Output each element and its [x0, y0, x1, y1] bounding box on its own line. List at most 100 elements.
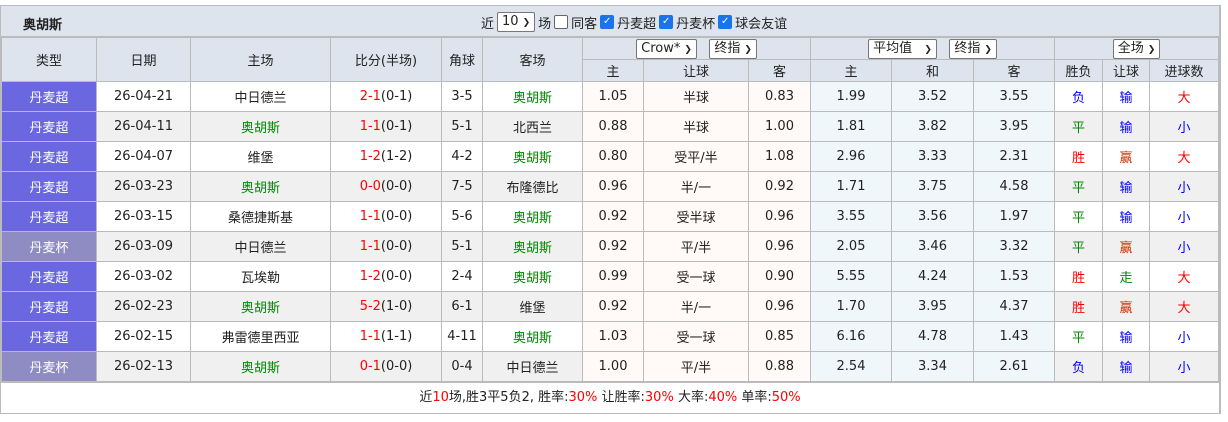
corners: 5-1: [441, 111, 483, 142]
match-type[interactable]: 丹麦杯: [1, 351, 97, 382]
home-team[interactable]: 中日德兰: [190, 81, 331, 112]
result-wl: 平: [1054, 321, 1104, 352]
score-cell[interactable]: 1-1(0-1): [330, 111, 442, 142]
half-score: (0-0): [380, 179, 413, 194]
away-team[interactable]: 布隆德比: [482, 171, 583, 202]
match-type[interactable]: 丹麦超: [1, 81, 97, 112]
recent-label: 近: [481, 16, 495, 32]
summary-count: 10: [432, 390, 449, 405]
odds-kind-select-2[interactable]: 终指 ❯: [949, 38, 997, 59]
score-cell[interactable]: 2-1(0-1): [330, 81, 442, 112]
match-type[interactable]: 丹麦超: [1, 141, 97, 172]
recent-count-select[interactable]: 10 ❯: [497, 12, 536, 32]
corners: 3-5: [441, 81, 483, 112]
match-type[interactable]: 丹麦杯: [1, 231, 97, 262]
league-checkbox-0[interactable]: ✓: [600, 15, 615, 29]
match-row: 丹麦超 26-02-15 弗雷德里西亚 1-1(1-1) 4-11 奥胡斯 1.03 受一球 0…: [1, 321, 1219, 352]
ah-win-rate: 30%: [644, 390, 674, 405]
ah-line: 平/半: [643, 231, 749, 262]
ah-away-odds: 0.88: [747, 351, 812, 382]
away-team[interactable]: 奥胡斯: [482, 321, 583, 352]
league-checkbox-1[interactable]: ✓: [659, 15, 674, 29]
away-team[interactable]: 中日德兰: [482, 351, 583, 382]
result-ah: 输: [1102, 111, 1151, 142]
away-team[interactable]: 奥胡斯: [482, 141, 583, 172]
home-team[interactable]: 奥胡斯: [190, 351, 331, 382]
col-eu-draw: 和: [891, 59, 975, 82]
match-type[interactable]: 丹麦超: [1, 111, 97, 142]
eu-draw-odds: 3.82: [891, 111, 975, 142]
match-date: 26-02-13: [96, 351, 191, 382]
company-select[interactable]: Crow* ❯: [636, 38, 697, 59]
eu-home-odds: 5.55: [810, 261, 893, 292]
half-score: (1-2): [380, 149, 413, 164]
ah-line: 半球: [643, 111, 749, 142]
match-date: 26-04-21: [96, 81, 191, 112]
match-type[interactable]: 丹麦超: [1, 201, 97, 232]
corners: 5-1: [441, 231, 483, 262]
same-home-checkbox[interactable]: [554, 15, 569, 29]
match-type[interactable]: 丹麦超: [1, 261, 97, 292]
avg-select[interactable]: 平均值 ❯: [868, 38, 937, 59]
match-date: 26-02-23: [96, 291, 191, 322]
chevron-down-icon: ❯: [522, 18, 531, 28]
match-type[interactable]: 丹麦超: [1, 171, 97, 202]
away-team[interactable]: 奥胡斯: [482, 261, 583, 292]
ah-away-odds: 0.96: [747, 231, 812, 262]
match-type[interactable]: 丹麦超: [1, 321, 97, 352]
chevron-down-icon: ❯: [984, 44, 992, 55]
score-cell[interactable]: 0-1(0-0): [330, 351, 442, 382]
score-cell[interactable]: 5-2(1-0): [330, 291, 442, 322]
result-ah: 赢: [1102, 231, 1151, 262]
ah-line: 半球: [643, 81, 749, 112]
score-cell[interactable]: 0-0(0-0): [330, 171, 442, 202]
recent-matches-panel: 奥胡斯 近 10 ❯ 场 同客 ✓ 丹麦超 ✓ 丹麦杯 ✓ 球会友谊 类型 日期 主场 …: [0, 5, 1221, 414]
score-cell[interactable]: 1-1(1-1): [330, 321, 442, 352]
result-goals: 小: [1149, 111, 1219, 142]
score-cell[interactable]: 1-1(0-0): [330, 201, 442, 232]
score-cell[interactable]: 1-1(0-0): [330, 231, 442, 262]
ah-home-odds: 1.03: [582, 321, 644, 352]
away-team[interactable]: 奥胡斯: [482, 231, 583, 262]
match-type[interactable]: 丹麦超: [1, 291, 97, 322]
full-score: 1-1: [359, 119, 381, 134]
match-row: 丹麦超 26-03-15 桑德捷斯基 1-1(0-0) 5-6 奥胡斯 0.92 受半球 0.9…: [1, 201, 1219, 232]
away-team[interactable]: 奥胡斯: [482, 201, 583, 232]
match-row: 丹麦杯 26-03-09 中日德兰 1-1(0-0) 5-1 奥胡斯 0.92 平/半 0.96…: [1, 231, 1219, 262]
home-team[interactable]: 瓦埃勒: [190, 261, 331, 292]
result-wl: 平: [1054, 231, 1104, 262]
away-team[interactable]: 维堡: [482, 291, 583, 322]
avg-value: 平均值: [873, 40, 913, 56]
result-goals: 小: [1149, 171, 1219, 202]
corners: 6-1: [441, 291, 483, 322]
match-date: 26-02-15: [96, 321, 191, 352]
home-team[interactable]: 中日德兰: [190, 231, 331, 262]
ah-away-odds: 1.08: [747, 141, 812, 172]
half-score: (0-1): [380, 119, 413, 134]
home-team[interactable]: 奥胡斯: [190, 171, 331, 202]
match-date: 26-03-09: [96, 231, 191, 262]
league-checkbox-2[interactable]: ✓: [718, 15, 733, 29]
eu-home-odds: 1.70: [810, 291, 893, 322]
ah-home-odds: 1.00: [582, 351, 644, 382]
home-team[interactable]: 桑德捷斯基: [190, 201, 331, 232]
home-team[interactable]: 弗雷德里西亚: [190, 321, 331, 352]
ah-line: 受半球: [643, 201, 749, 232]
half-score: (0-0): [380, 239, 413, 254]
period-select[interactable]: 全场 ❯: [1112, 38, 1161, 59]
eu-away-odds: 4.58: [973, 171, 1056, 202]
col-score: 比分(半场): [330, 37, 442, 82]
home-team[interactable]: 维堡: [190, 141, 331, 172]
score-cell[interactable]: 1-2(0-0): [330, 261, 442, 292]
odds-kind-select-1[interactable]: 终指 ❯: [709, 38, 757, 59]
away-team[interactable]: 北西兰: [482, 111, 583, 142]
away-team[interactable]: 奥胡斯: [482, 81, 583, 112]
ah-home-odds: 0.88: [582, 111, 644, 142]
home-team[interactable]: 奥胡斯: [190, 111, 331, 142]
ah-selectors: Crow* ❯ 终指 ❯: [581, 37, 812, 60]
home-team[interactable]: 奥胡斯: [190, 291, 331, 322]
score-cell[interactable]: 1-2(1-2): [330, 141, 442, 172]
eu-draw-odds: 4.78: [891, 321, 975, 352]
corners: 7-5: [441, 171, 483, 202]
over-rate: 40%: [708, 390, 738, 405]
